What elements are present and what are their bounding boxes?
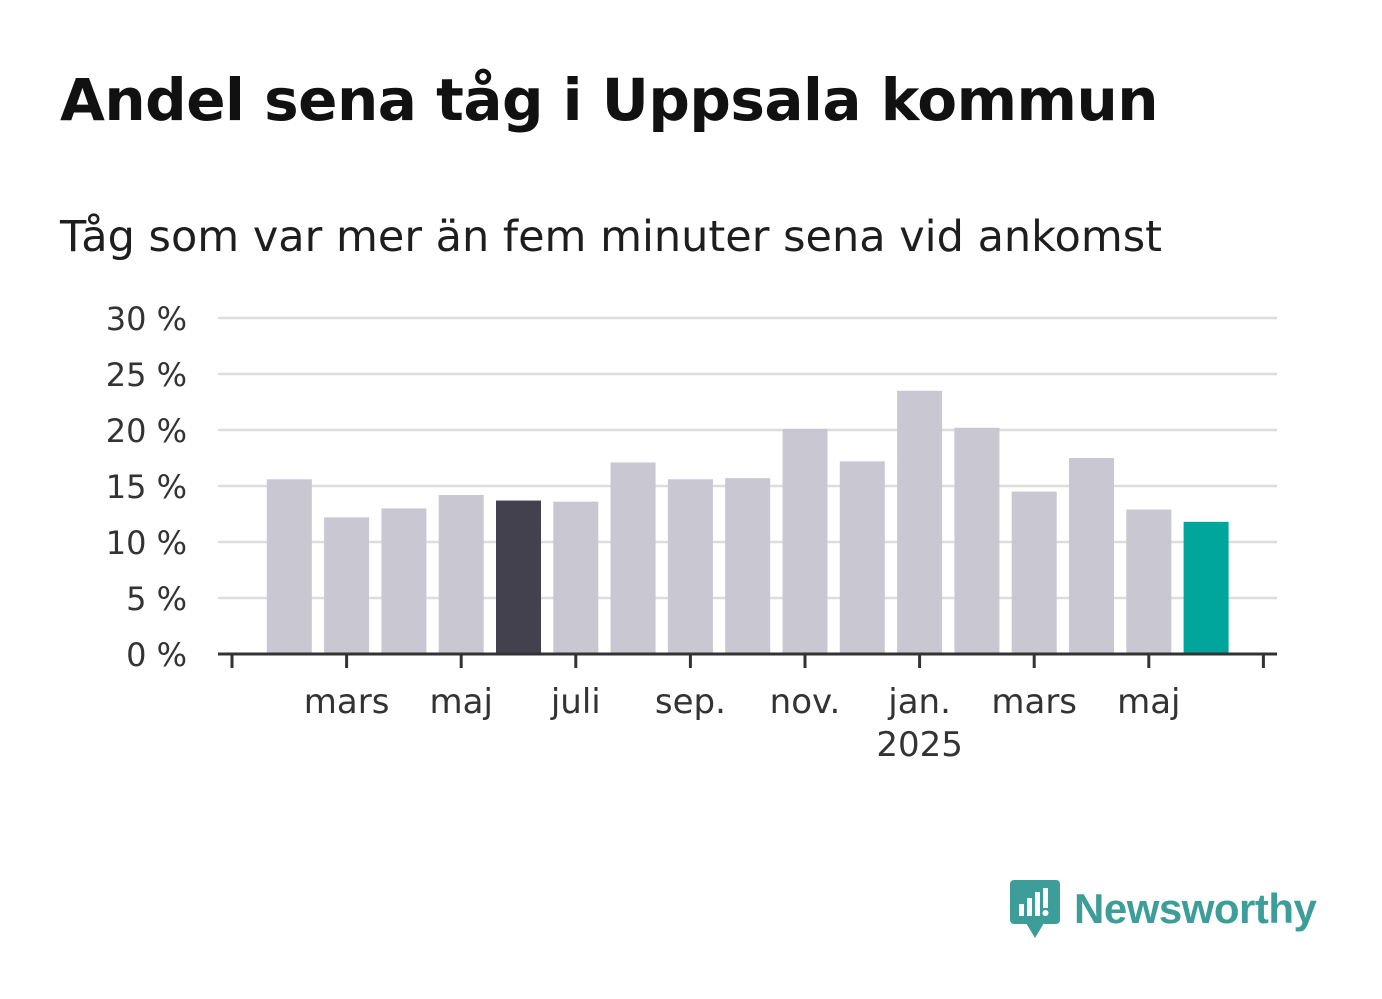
y-tick-label: 0 % [126,636,187,674]
x-tick-label: juli [550,682,601,722]
bar [667,479,713,654]
y-tick-label: 10 % [106,524,187,562]
x-tick-label: maj [429,682,492,722]
x-tick-year-label: 2025 [876,725,963,765]
y-tick-label: 25 % [106,356,187,394]
x-tick-label: sep. [655,682,726,722]
chart-subtitle: Tåg som var mer än fem minuter sena vid … [60,212,1163,262]
bar [1069,458,1114,654]
x-tick-label: jan. [887,682,951,722]
x-tick-label: mars [991,682,1077,722]
bar [266,479,312,654]
x-tick-label: nov. [770,682,841,722]
bar [839,461,885,654]
y-tick-label: 30 % [106,300,187,338]
y-tick-label: 20 % [106,412,187,450]
brand-logo: Newsworthy [1008,878,1317,940]
x-tick-label: maj [1117,682,1180,722]
bar [1183,521,1229,654]
chart-title: Andel sena tåg i Uppsala kommun [60,66,1159,134]
bar [897,390,943,654]
bar [782,428,828,654]
brand-name: Newsworthy [1074,885,1317,932]
bar [610,462,656,654]
bar [553,501,599,654]
y-tick-label: 15 % [106,468,187,506]
bar [496,500,541,654]
bar [1126,509,1172,654]
bar [381,508,427,654]
y-tick-label: 5 % [126,580,187,618]
x-tick-label: mars [304,682,390,722]
newsworthy-logo-icon [1010,880,1060,938]
bar [324,517,370,654]
bar [438,494,484,654]
bar [954,427,1000,654]
bar [725,478,771,654]
bar [1011,491,1057,654]
